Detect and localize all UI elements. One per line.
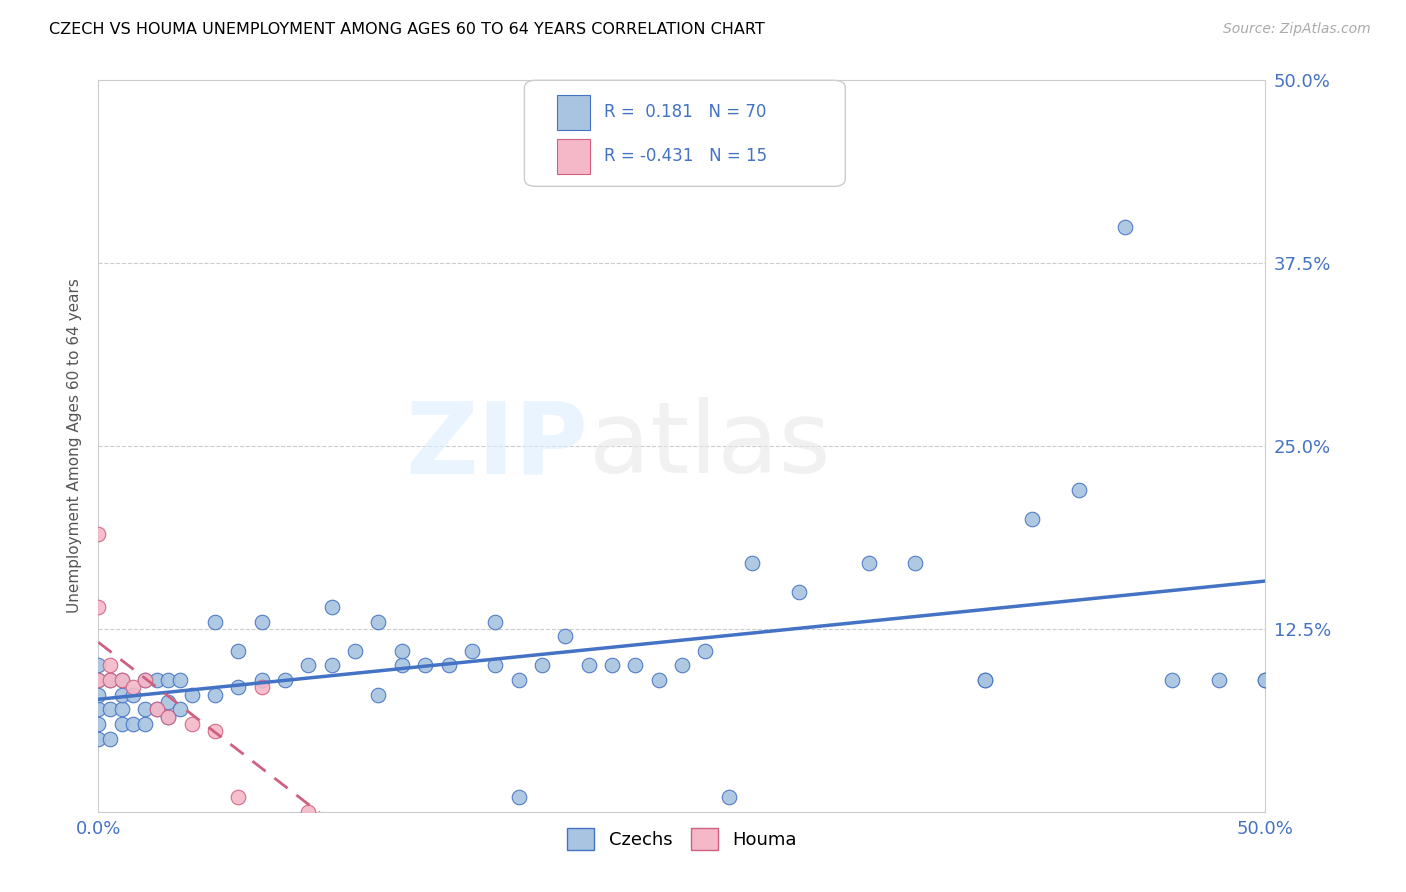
Point bbox=[1114, 219, 1136, 234]
Point bbox=[508, 790, 530, 805]
Point bbox=[787, 585, 810, 599]
Point bbox=[624, 658, 647, 673]
Point bbox=[1254, 673, 1277, 687]
Y-axis label: Unemployment Among Ages 60 to 64 years: Unemployment Among Ages 60 to 64 years bbox=[66, 278, 82, 614]
Point bbox=[180, 688, 202, 702]
Point bbox=[297, 658, 319, 673]
Point bbox=[204, 688, 226, 702]
Point bbox=[600, 658, 623, 673]
Point bbox=[111, 688, 134, 702]
Point bbox=[87, 688, 110, 702]
Point bbox=[157, 673, 180, 687]
Point bbox=[98, 673, 121, 687]
Point bbox=[87, 731, 110, 746]
Point bbox=[87, 673, 110, 687]
Point bbox=[647, 673, 669, 687]
Point bbox=[111, 673, 134, 687]
Point bbox=[695, 644, 717, 658]
Point bbox=[717, 790, 740, 805]
Legend: Czechs, Houma: Czechs, Houma bbox=[560, 821, 804, 857]
Point bbox=[157, 709, 180, 723]
Point bbox=[146, 702, 169, 716]
Point bbox=[98, 731, 121, 746]
Point bbox=[157, 695, 180, 709]
Point bbox=[484, 615, 506, 629]
Point bbox=[1161, 673, 1184, 687]
Point bbox=[122, 717, 145, 731]
Point bbox=[413, 658, 436, 673]
Point bbox=[169, 702, 191, 716]
Point bbox=[391, 658, 413, 673]
Point bbox=[250, 615, 273, 629]
Point bbox=[122, 688, 145, 702]
Point bbox=[111, 717, 134, 731]
Point bbox=[250, 673, 273, 687]
Point bbox=[180, 717, 202, 731]
Point bbox=[1067, 483, 1090, 497]
FancyBboxPatch shape bbox=[557, 139, 589, 174]
Point bbox=[87, 673, 110, 687]
Point bbox=[134, 673, 156, 687]
Point bbox=[741, 556, 763, 570]
Point bbox=[87, 599, 110, 614]
Point bbox=[508, 673, 530, 687]
Point bbox=[367, 615, 389, 629]
Point bbox=[87, 658, 110, 673]
Point bbox=[437, 658, 460, 673]
Point bbox=[98, 673, 121, 687]
Point bbox=[578, 658, 600, 673]
Point bbox=[274, 673, 297, 687]
Text: R =  0.181   N = 70: R = 0.181 N = 70 bbox=[603, 103, 766, 121]
Point bbox=[671, 658, 693, 673]
Text: atlas: atlas bbox=[589, 398, 830, 494]
Point bbox=[250, 681, 273, 695]
Point bbox=[204, 615, 226, 629]
Point bbox=[1254, 673, 1277, 687]
Point bbox=[228, 644, 250, 658]
Point bbox=[321, 658, 343, 673]
Point bbox=[530, 658, 553, 673]
Text: Source: ZipAtlas.com: Source: ZipAtlas.com bbox=[1223, 22, 1371, 37]
FancyBboxPatch shape bbox=[557, 95, 589, 130]
FancyBboxPatch shape bbox=[524, 80, 845, 186]
Point bbox=[554, 629, 576, 643]
Point bbox=[134, 673, 156, 687]
Point bbox=[974, 673, 997, 687]
Point bbox=[111, 673, 134, 687]
Point bbox=[98, 658, 121, 673]
Point bbox=[146, 673, 169, 687]
Point bbox=[157, 709, 180, 723]
Point bbox=[122, 681, 145, 695]
Point bbox=[134, 717, 156, 731]
Point bbox=[344, 644, 367, 658]
Point bbox=[391, 644, 413, 658]
Point bbox=[146, 702, 169, 716]
Point bbox=[858, 556, 880, 570]
Point bbox=[461, 644, 484, 658]
Point bbox=[134, 702, 156, 716]
Point bbox=[111, 702, 134, 716]
Point bbox=[98, 702, 121, 716]
Point bbox=[484, 658, 506, 673]
Point bbox=[87, 702, 110, 716]
Point bbox=[974, 673, 997, 687]
Point bbox=[204, 724, 226, 739]
Point bbox=[904, 556, 927, 570]
Point bbox=[87, 526, 110, 541]
Point bbox=[1021, 512, 1043, 526]
Point bbox=[87, 717, 110, 731]
Point bbox=[169, 673, 191, 687]
Point bbox=[367, 688, 389, 702]
Point bbox=[297, 805, 319, 819]
Point bbox=[1208, 673, 1230, 687]
Text: CZECH VS HOUMA UNEMPLOYMENT AMONG AGES 60 TO 64 YEARS CORRELATION CHART: CZECH VS HOUMA UNEMPLOYMENT AMONG AGES 6… bbox=[49, 22, 765, 37]
Point bbox=[321, 599, 343, 614]
Point bbox=[228, 681, 250, 695]
Point bbox=[228, 790, 250, 805]
Text: R = -0.431   N = 15: R = -0.431 N = 15 bbox=[603, 147, 766, 165]
Text: ZIP: ZIP bbox=[406, 398, 589, 494]
